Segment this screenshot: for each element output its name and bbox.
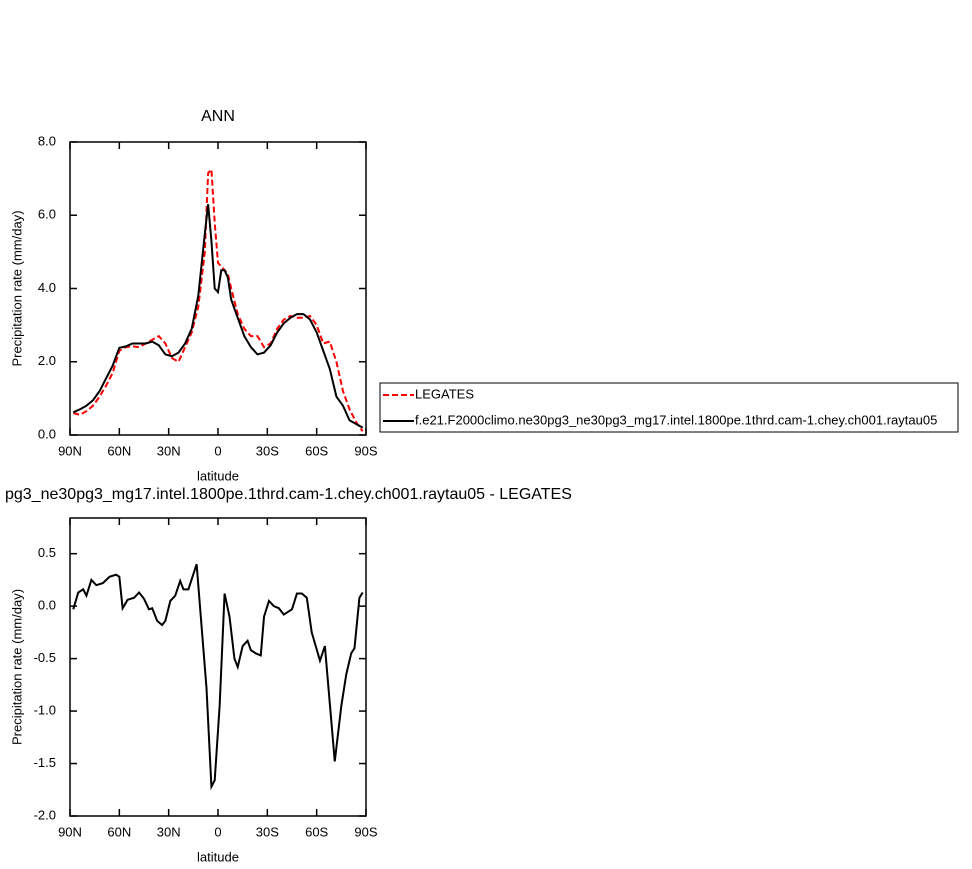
y-tick-label: 4.0 [38, 280, 56, 295]
x-tick-label: 60S [305, 824, 328, 839]
x-tick-label: 30S [256, 824, 279, 839]
legend-box [379, 382, 959, 433]
chart-title: ANN [201, 108, 235, 125]
y-tick-label: 0.0 [38, 426, 56, 441]
x-tick-label: 60S [305, 443, 328, 458]
data-line [73, 167, 364, 432]
y-tick-label: 8.0 [38, 133, 56, 148]
x-tick-label: 0 [214, 824, 221, 839]
legend-label: LEGATES [415, 386, 474, 401]
y-tick-label: 0.5 [38, 545, 56, 560]
x-tick-label: 0 [214, 443, 221, 458]
data-line [72, 204, 364, 429]
x-axis-label: latitude [197, 849, 239, 864]
x-tick-label: 30N [157, 824, 181, 839]
y-tick-label: 2.0 [38, 353, 56, 368]
x-tick-label: 60N [107, 443, 131, 458]
y-tick-label: -1.5 [34, 755, 56, 770]
chart-title: pg3_ne30pg3_mg17.intel.1800pe.1thrd.cam-… [5, 486, 572, 503]
y-axis-label: Precipitation rate (mm/day) [9, 589, 24, 745]
data-line [72, 563, 364, 791]
x-tick-label: 90N [58, 824, 82, 839]
y-axis-label: Precipitation rate (mm/day) [9, 210, 24, 366]
plot-frame [69, 517, 367, 817]
x-axis-label: latitude [197, 468, 239, 483]
x-tick-label: 90N [58, 443, 82, 458]
y-tick-label: -1.0 [34, 703, 56, 718]
y-tick-label: -2.0 [34, 807, 56, 822]
x-tick-label: 90S [354, 824, 377, 839]
x-tick-label: 90S [354, 443, 377, 458]
legend-label: f.e21.F2000climo.ne30pg3_ne30pg3_mg17.in… [415, 412, 937, 427]
y-tick-label: 0.0 [38, 598, 56, 613]
x-tick-label: 60N [107, 824, 131, 839]
y-tick-label: 6.0 [38, 207, 56, 222]
x-tick-label: 30N [157, 443, 181, 458]
plot-frame [69, 141, 367, 436]
y-tick-label: -0.5 [34, 650, 56, 665]
x-tick-label: 30S [256, 443, 279, 458]
